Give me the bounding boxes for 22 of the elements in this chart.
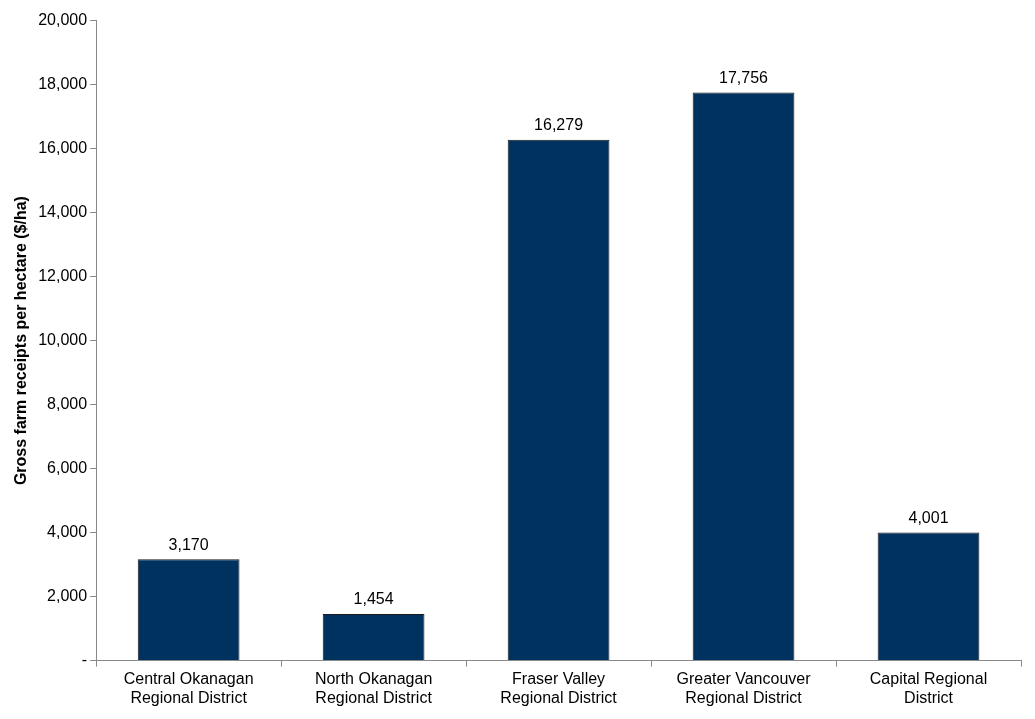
y-tick-label: -: [81, 651, 88, 669]
x-tick-label: North Okanagan Regional District: [314, 669, 433, 706]
y-tick-label: 10,000: [38, 331, 88, 349]
data-label: 3,170: [168, 535, 209, 553]
y-tick-label: 2,000: [47, 587, 88, 605]
y-tick-label: 6,000: [47, 459, 88, 477]
data-label: 4,001: [908, 508, 949, 526]
data-label: 16,279: [534, 116, 584, 134]
y-tick-label: 8,000: [47, 395, 88, 413]
y-tick-label: 20,000: [38, 11, 88, 29]
x-tick-label: Capital Regional District: [869, 669, 988, 706]
y-tick-label: 16,000: [38, 139, 88, 157]
y-tick-label: 14,000: [38, 203, 88, 221]
x-tick-label: Greater Vancouver Regional District: [676, 669, 812, 706]
data-label: 1,454: [353, 590, 394, 608]
x-tick-label: Fraser Valley Regional District: [500, 669, 618, 706]
data-label: 17,756: [719, 68, 769, 86]
y-tick-label: 12,000: [38, 267, 88, 285]
y-tick-label: 4,000: [47, 523, 88, 541]
y-tick-label: 18,000: [38, 75, 88, 93]
y-axis-title: Gross farm receipts per hectare ($/ha): [12, 196, 30, 486]
x-tick-label: Central Okanagan Regional District: [123, 669, 254, 706]
